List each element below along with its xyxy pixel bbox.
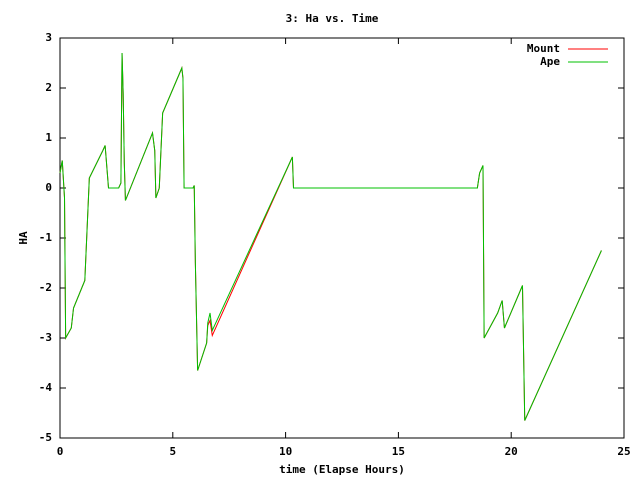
x-tick-label: 10 [279,445,292,458]
x-axis-label: time (Elapse Hours) [279,463,405,476]
y-tick-label: 3 [45,31,52,44]
legend-label: Ape [540,55,560,68]
y-tick-label: -1 [39,231,53,244]
x-tick-label: 25 [617,445,630,458]
y-tick-label: 2 [45,81,52,94]
y-tick-label: 1 [45,131,52,144]
data-line [59,52,602,421]
x-tick-label: 15 [392,445,405,458]
legend-label: Mount [527,42,560,55]
x-tick-label: 5 [169,445,176,458]
y-tick-label: -5 [39,431,52,444]
chart-title: 3: Ha vs. Time [286,12,379,25]
x-tick-label: 0 [57,445,64,458]
y-tick-label: -4 [39,381,53,394]
y-tick-label: -3 [39,331,52,344]
x-tick-label: 20 [505,445,518,458]
y-tick-label: -2 [39,281,52,294]
y-tick-label: 0 [45,181,52,194]
y-axis-label: HA [17,231,30,245]
